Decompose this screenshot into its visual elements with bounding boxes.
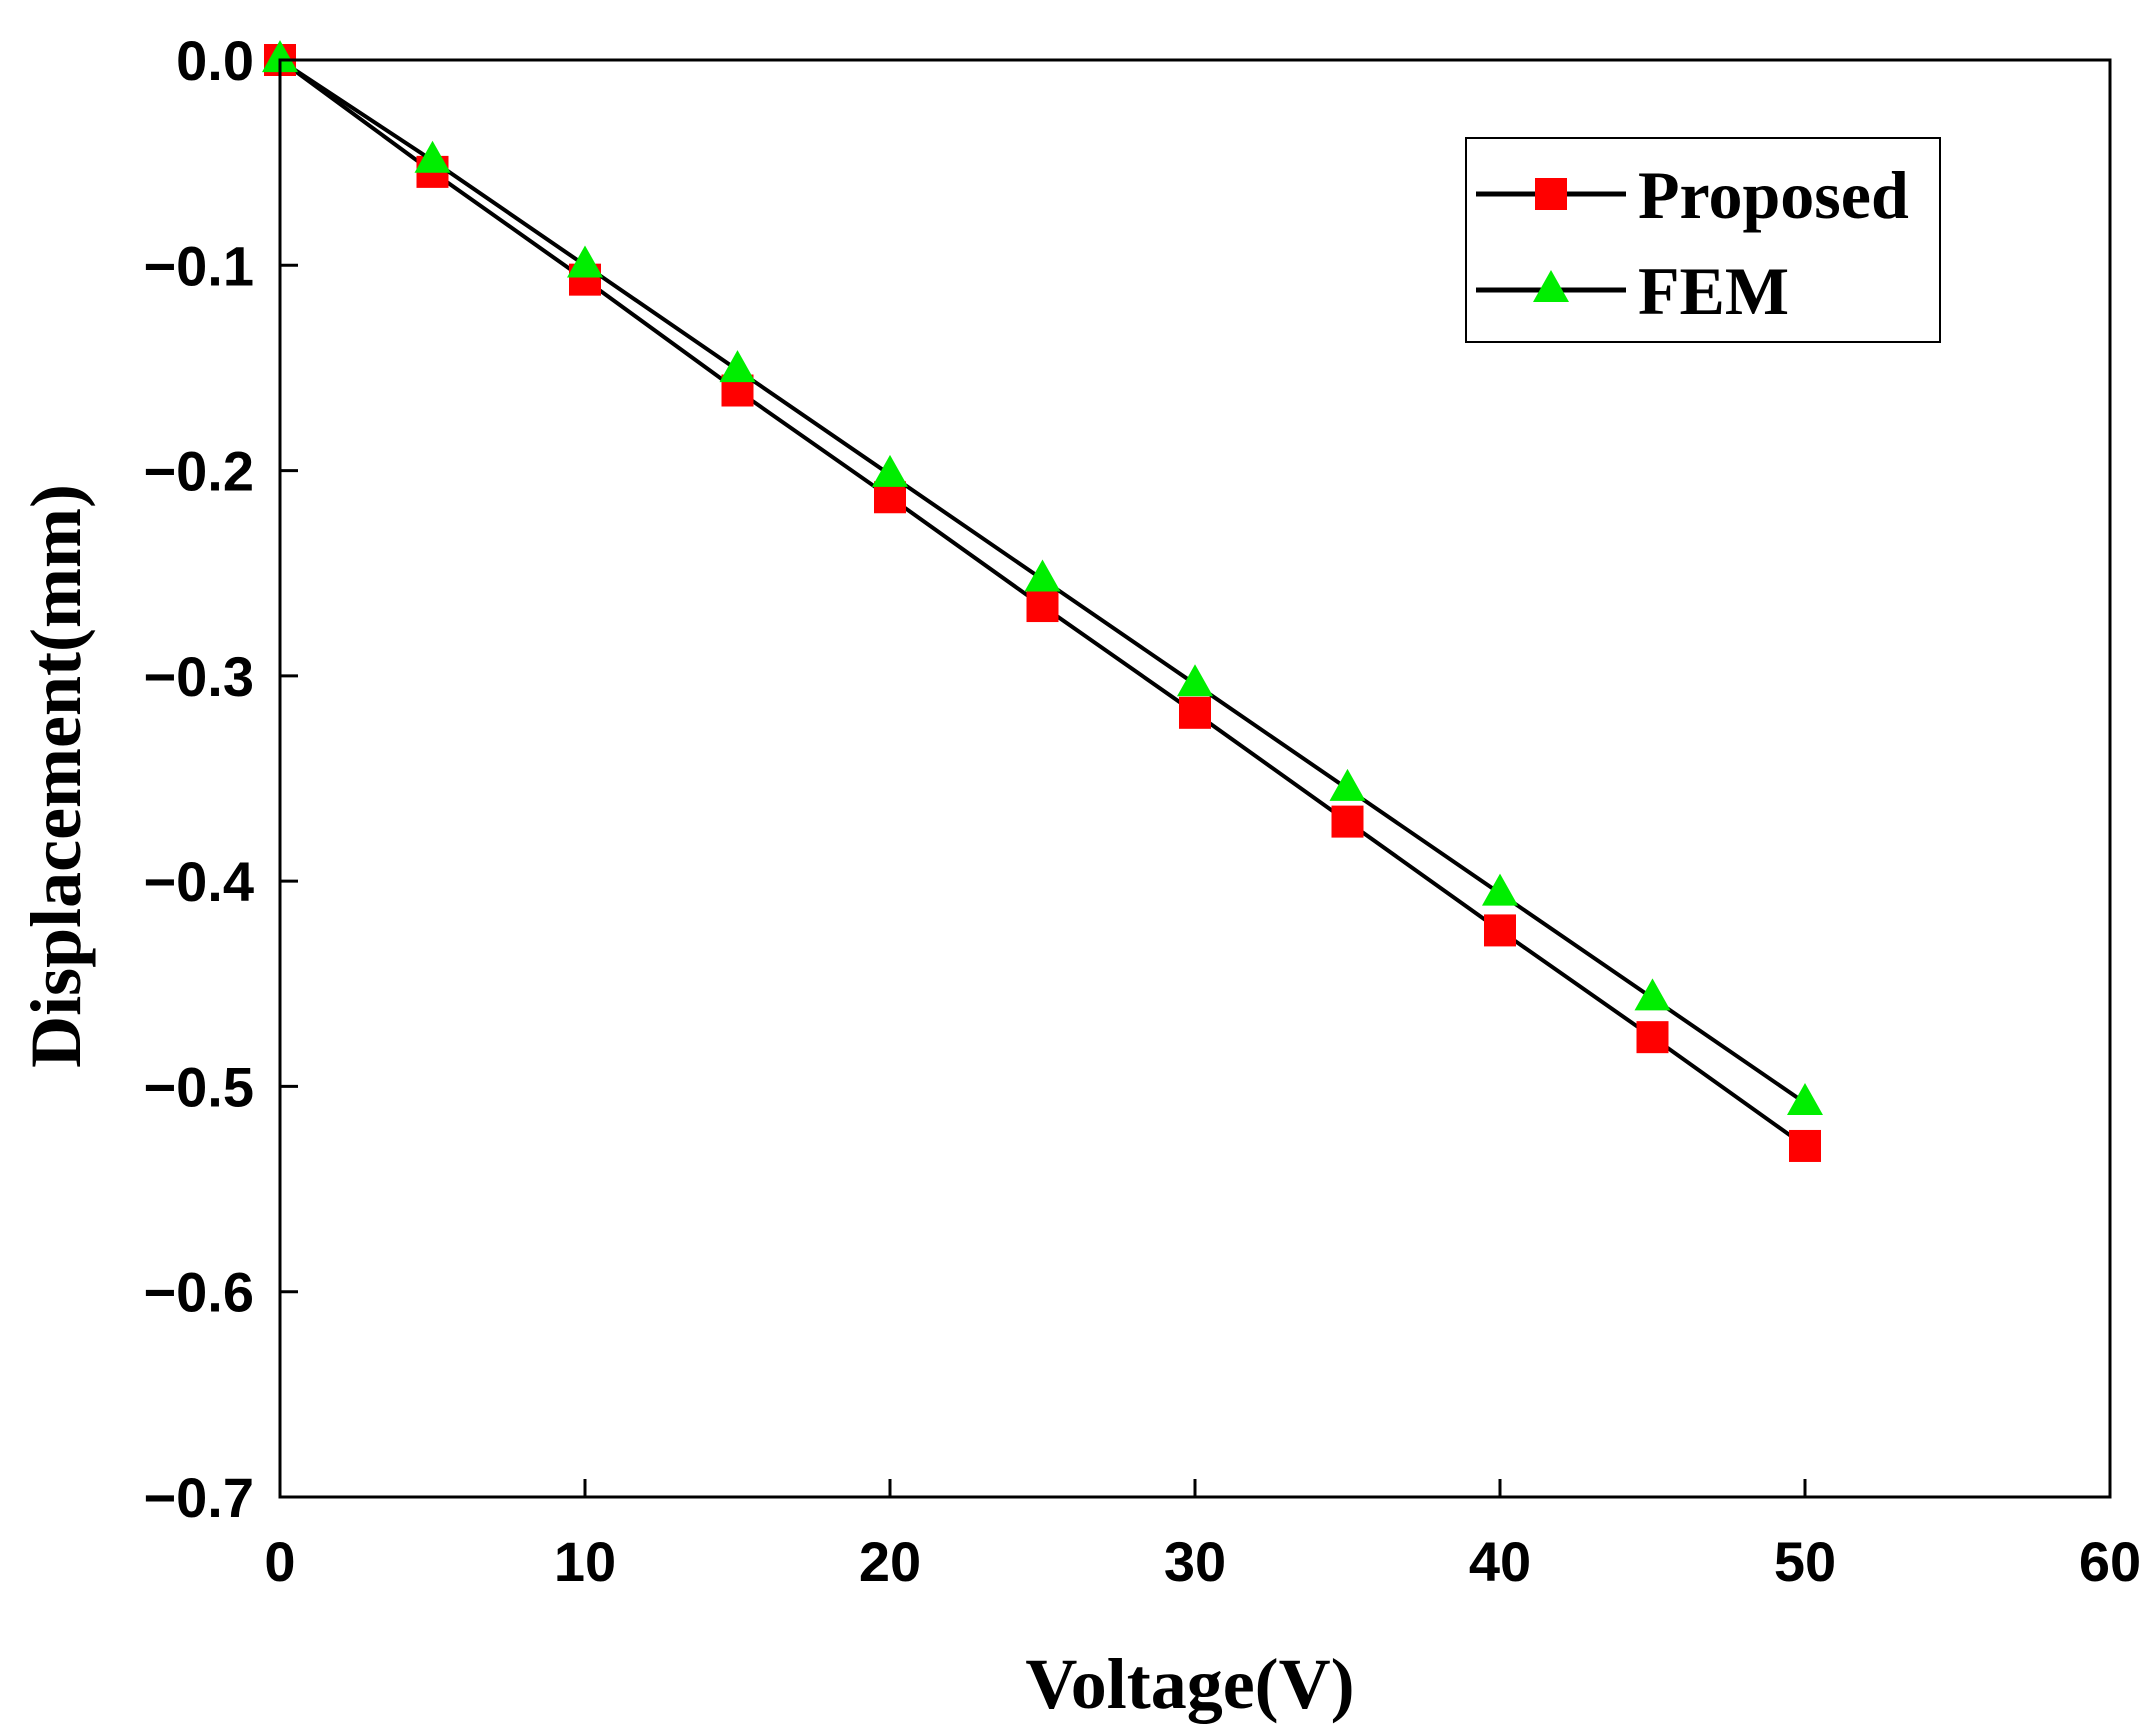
x-tick-label: 30 (1164, 1530, 1226, 1593)
plot-area (262, 40, 1823, 1162)
x-tick-label: 20 (859, 1530, 921, 1593)
legend-box (1465, 137, 1941, 343)
data-point-fem (1177, 664, 1213, 697)
y-tick-label: −0.2 (143, 440, 254, 503)
data-point-proposed (1789, 1129, 1821, 1162)
data-point-fem (1024, 559, 1061, 592)
data-point-proposed (1179, 696, 1211, 729)
axes: 0 10 20 30 40 50 60 0.0 −0.1 −0.2 −0.3 −0.4 −0.5 −0.6… (143, 29, 2141, 1593)
data-point-proposed (1026, 590, 1059, 623)
y-tick-label: −0.1 (143, 234, 254, 297)
data-point-fem (1482, 873, 1518, 906)
x-tick-label: 0 (264, 1530, 295, 1593)
legend-marker-square (1535, 178, 1567, 210)
legend-item-proposed: Proposed (1476, 157, 1909, 233)
legend-label: Proposed (1638, 157, 1909, 233)
y-axis-title: Displacement(mm) (16, 484, 96, 1068)
y-tick-label: 0.0 (176, 29, 254, 92)
y-tick-label: −0.6 (143, 1261, 254, 1324)
y-tick-label: −0.7 (143, 1466, 254, 1529)
data-point-fem (414, 140, 451, 173)
data-point-fem (567, 245, 603, 278)
x-tick-label: 50 (1774, 1530, 1836, 1593)
x-tick-label: 10 (554, 1530, 616, 1593)
series-fem (262, 40, 1823, 1116)
x-axis-title: Voltage(V) (1025, 1644, 1354, 1724)
data-point-fem (262, 40, 298, 73)
data-point-fem (872, 454, 908, 487)
legend-marker-triangle (1533, 270, 1569, 302)
y-tick-label: −0.3 (143, 645, 254, 708)
data-point-fem (1329, 768, 1366, 801)
legend-item-fem: FEM (1476, 253, 1789, 329)
data-point-fem (719, 350, 756, 383)
x-tick-label: 40 (1469, 1530, 1531, 1593)
legend: Proposed FEM (1465, 137, 1941, 343)
data-point-proposed (1331, 805, 1364, 838)
y-tick-label: −0.4 (143, 850, 254, 913)
x-tick-label: 60 (2079, 1530, 2141, 1593)
data-point-fem (1634, 978, 1671, 1011)
data-point-proposed (1636, 1021, 1669, 1054)
legend-label: FEM (1638, 253, 1789, 329)
data-point-proposed (1484, 914, 1516, 947)
data-point-fem (1787, 1083, 1823, 1116)
y-tick-label: −0.5 (143, 1055, 254, 1118)
